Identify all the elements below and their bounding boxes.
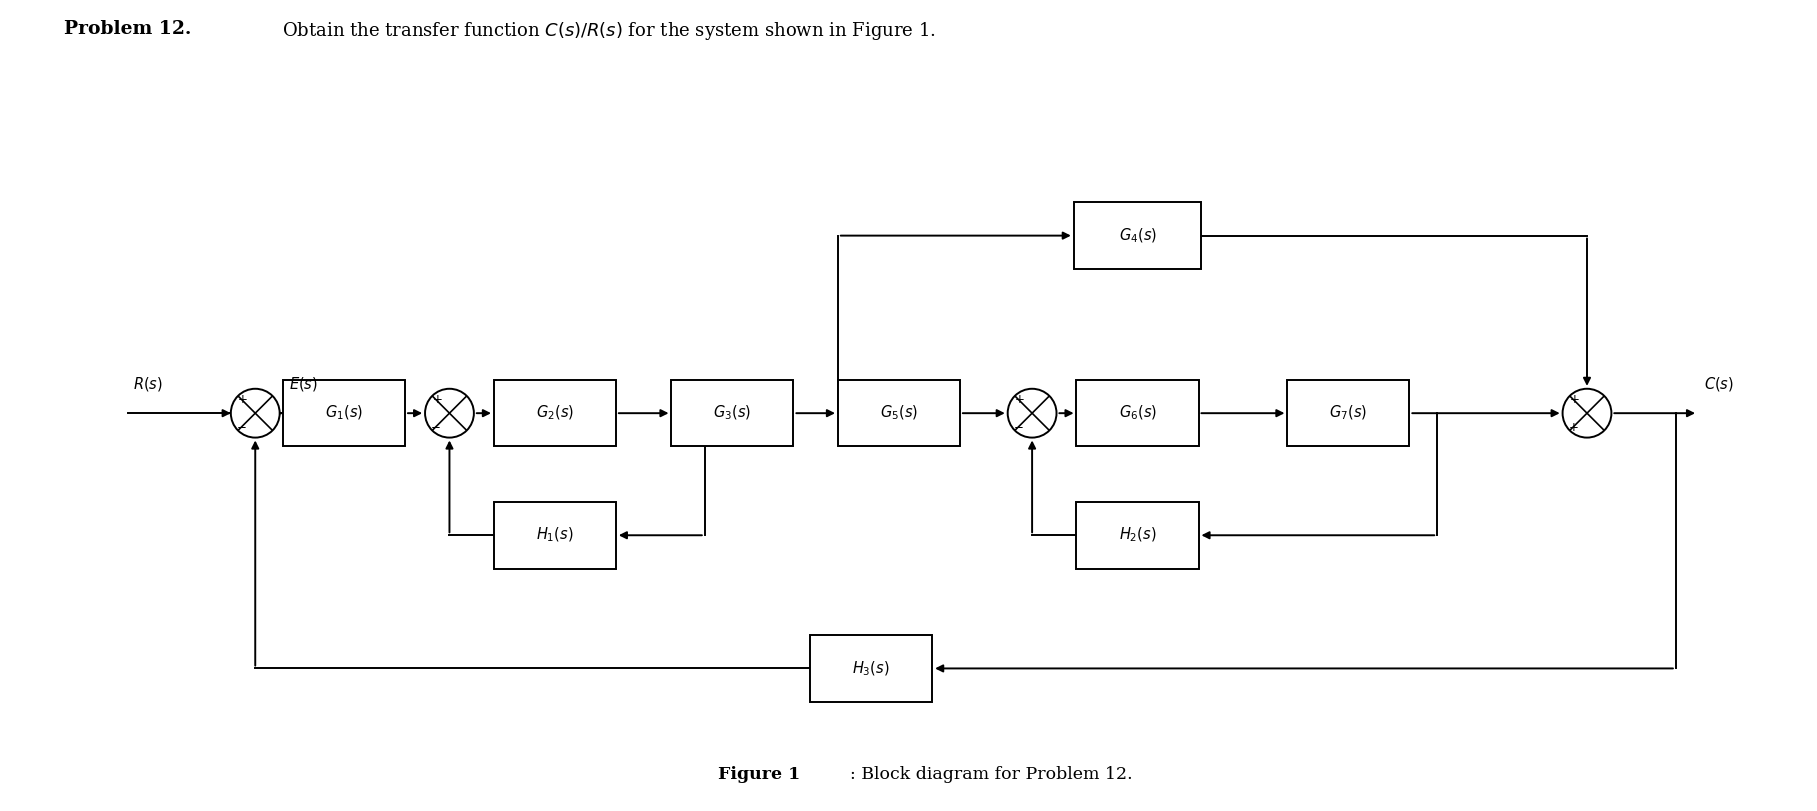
Text: +: +	[1568, 422, 1579, 435]
Bar	[1076, 380, 1199, 447]
Text: −: −	[431, 422, 442, 435]
Text: $G_5(s)$: $G_5(s)$	[879, 404, 918, 423]
Text: $C(s)$: $C(s)$	[1704, 375, 1733, 393]
Circle shape	[425, 388, 474, 438]
Text: $H_1(s)$: $H_1(s)$	[536, 526, 574, 544]
Text: Figure 1: Figure 1	[718, 766, 799, 783]
Bar	[494, 502, 616, 569]
Text: +: +	[1016, 393, 1025, 406]
Text: $G_4(s)$: $G_4(s)$	[1119, 226, 1157, 245]
Text: $G_7(s)$: $G_7(s)$	[1330, 404, 1368, 423]
Text: $H_3(s)$: $H_3(s)$	[852, 659, 890, 678]
Bar	[494, 380, 616, 447]
Text: $G_2(s)$: $G_2(s)$	[536, 404, 574, 423]
Text: +: +	[432, 393, 442, 406]
Text: −: −	[1014, 422, 1023, 435]
Text: $G_3(s)$: $G_3(s)$	[714, 404, 752, 423]
Text: : Block diagram for Problem 12.: : Block diagram for Problem 12.	[850, 766, 1134, 783]
Bar	[1074, 202, 1201, 269]
Text: Obtain the transfer function $C(s)/R(s)$ for the system shown in Figure 1.: Obtain the transfer function $C(s)/R(s)$…	[282, 20, 936, 42]
Circle shape	[231, 388, 280, 438]
Text: +: +	[238, 393, 247, 406]
Text: Problem 12.: Problem 12.	[64, 20, 191, 38]
Text: −: −	[236, 422, 247, 435]
Text: $H_2(s)$: $H_2(s)$	[1119, 526, 1156, 544]
Text: $G_1(s)$: $G_1(s)$	[325, 404, 363, 423]
Circle shape	[1008, 388, 1056, 438]
Bar	[838, 380, 959, 447]
Bar	[672, 380, 794, 447]
Text: +: +	[1570, 393, 1579, 406]
Bar	[283, 380, 405, 447]
Bar	[1288, 380, 1410, 447]
Bar	[810, 635, 932, 702]
Text: $R(s)$: $R(s)$	[133, 375, 164, 393]
Text: $E(s)$: $E(s)$	[289, 375, 318, 393]
Circle shape	[1563, 388, 1612, 438]
Bar	[1076, 502, 1199, 569]
Text: $G_6(s)$: $G_6(s)$	[1119, 404, 1157, 423]
